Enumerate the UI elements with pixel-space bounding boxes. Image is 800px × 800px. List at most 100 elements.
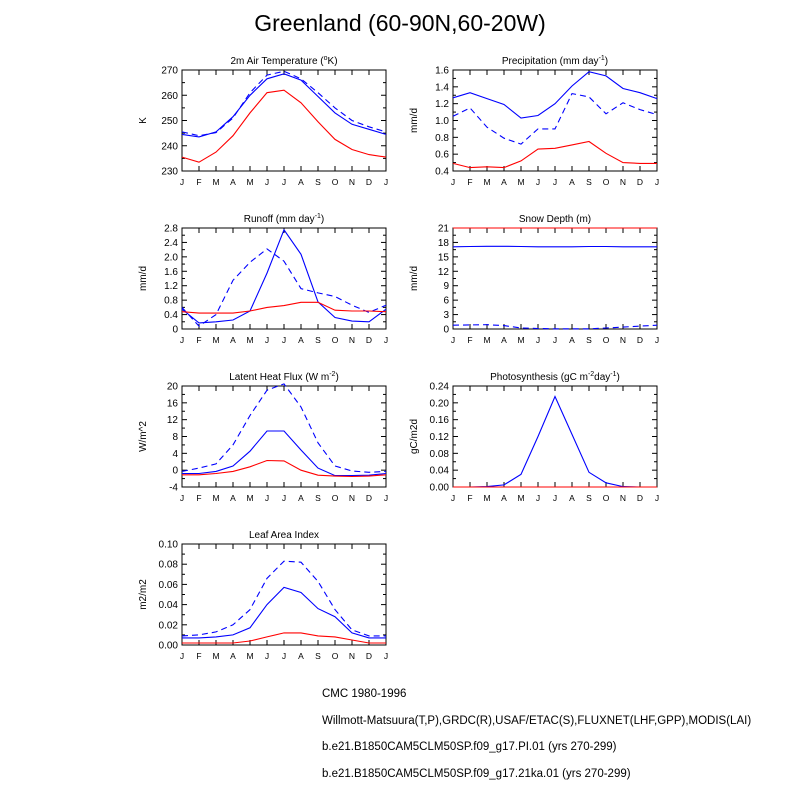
x-tick-label: J [384, 177, 388, 187]
x-tick-label: J [282, 335, 286, 345]
y-tick-label: 8 [172, 432, 178, 443]
y-tick-label: 4 [172, 449, 178, 460]
x-tick-label: M [483, 177, 490, 187]
x-tick-label: F [196, 493, 201, 503]
x-tick-label: S [586, 177, 592, 187]
x-tick-label: J [180, 177, 184, 187]
y-tick-label: 0.4 [435, 167, 449, 178]
x-tick-label: A [569, 493, 575, 503]
x-tick-label: M [246, 651, 253, 661]
y-tick-label: 0.12 [430, 432, 450, 443]
x-tick-label: M [517, 177, 524, 187]
x-tick-label: A [230, 177, 236, 187]
y-tick-label: 250 [161, 116, 178, 127]
panel-title: Leaf Area Index [249, 530, 319, 541]
panel-title-part: -1 [610, 371, 616, 378]
x-tick-label: J [180, 335, 184, 345]
x-tick-label: M [246, 493, 253, 503]
x-tick-label: J [536, 493, 540, 503]
chart-runoff: Runoff (mm day-1) mm/d 0 0.4 0.8 1.2 1.6 2.0 2.4… [138, 213, 388, 345]
y-axis-label: W/m^2 [138, 421, 149, 452]
y-tick-label: 3 [443, 310, 449, 321]
panel-title-part: -2 [588, 371, 594, 378]
x-tick-label: A [230, 493, 236, 503]
x-tick-label: A [569, 335, 575, 345]
panel-title: Snow Depth (m) [519, 214, 591, 225]
y-tick-label: 1.6 [435, 66, 449, 77]
x-tick-label: J [553, 335, 557, 345]
y-tick-label: 260 [161, 91, 178, 102]
y-tick-label: 0 [172, 466, 178, 477]
y-tick-label: 270 [161, 66, 178, 77]
y-tick-label: 16 [167, 398, 179, 409]
x-tick-label: A [298, 651, 304, 661]
x-tick-label: D [366, 177, 372, 187]
y-tick-label: 0 [172, 325, 178, 336]
x-tick-label: D [637, 335, 643, 345]
x-tick-label: J [451, 335, 455, 345]
panel-title-part: Photosynthesis (gC m [490, 372, 588, 383]
chart-latent-heat-flux: Latent Heat Flux (W m-2) W/m^2 -4 0 4 8 12 16 20… [138, 371, 388, 503]
panel-title-part: -2 [329, 371, 335, 378]
x-tick-label: M [483, 493, 490, 503]
x-tick-label: F [196, 177, 201, 187]
series-line [182, 586, 386, 639]
x-tick-label: N [349, 651, 355, 661]
chart-photosynthesis: Photosynthesis (gC m-2day-1) gC/m2d 0.00 0.… [409, 371, 659, 503]
y-tick-label: 0.20 [430, 398, 450, 409]
x-tick-label: F [196, 335, 201, 345]
y-tick-label: 230 [161, 167, 178, 178]
panel-title-part: o [324, 55, 328, 62]
y-tick-label: 1.2 [164, 281, 178, 292]
x-tick-label: O [332, 177, 339, 187]
x-tick-label: A [501, 335, 507, 345]
series-line [452, 324, 658, 330]
panel-title-part: ) [605, 56, 608, 67]
y-tick-label: 0.00 [159, 641, 179, 652]
y-tick-label: 15 [438, 252, 450, 263]
panel-title-part: -1 [315, 213, 321, 220]
series-line [181, 70, 387, 137]
y-tick-label: 240 [161, 141, 178, 152]
y-tick-label: 12 [438, 267, 450, 278]
x-tick-label: S [315, 651, 321, 661]
x-tick-label: M [246, 335, 253, 345]
panel-title: 2m Air Temperature (oK) [230, 55, 337, 67]
chart-precipitation: Precipitation (mm day-1) mm/d 0.4 0.6 0.8 1.0… [409, 55, 659, 187]
x-tick-label: A [501, 493, 507, 503]
series-line [181, 228, 387, 324]
x-tick-label: J [655, 335, 659, 345]
x-tick-label: F [196, 651, 201, 661]
x-tick-label: N [620, 177, 626, 187]
y-tick-label: 0.8 [164, 296, 178, 307]
x-tick-label: D [366, 493, 372, 503]
series-line [452, 92, 658, 145]
legend-label: CMC 1980-1996 [322, 688, 407, 700]
y-tick-label: 0.10 [159, 540, 179, 551]
panel-title-part: Leaf Area Index [249, 530, 319, 541]
series-line [452, 245, 657, 248]
x-tick-label: A [298, 177, 304, 187]
x-tick-label: S [315, 335, 321, 345]
x-tick-label: M [212, 651, 219, 661]
x-tick-label: J [180, 493, 184, 503]
y-tick-label: 0.6 [435, 150, 449, 161]
panel-title-part: Latent Heat Flux (W m [229, 372, 329, 383]
x-tick-label: J [553, 177, 557, 187]
y-tick-label: 9 [443, 281, 449, 292]
x-tick-label: O [603, 177, 610, 187]
y-tick-label: 2.0 [164, 252, 178, 263]
plot-frame [181, 227, 387, 330]
x-tick-label: J [265, 651, 269, 661]
y-tick-label: 12 [167, 415, 179, 426]
series-line [181, 248, 387, 327]
x-tick-label: A [230, 651, 236, 661]
x-tick-label: M [212, 335, 219, 345]
x-tick-label: M [517, 335, 524, 345]
y-tick-label: 0.08 [430, 449, 450, 460]
y-tick-label: 0.00 [430, 483, 450, 494]
x-tick-label: J [536, 335, 540, 345]
y-tick-label: 0.8 [435, 133, 449, 144]
